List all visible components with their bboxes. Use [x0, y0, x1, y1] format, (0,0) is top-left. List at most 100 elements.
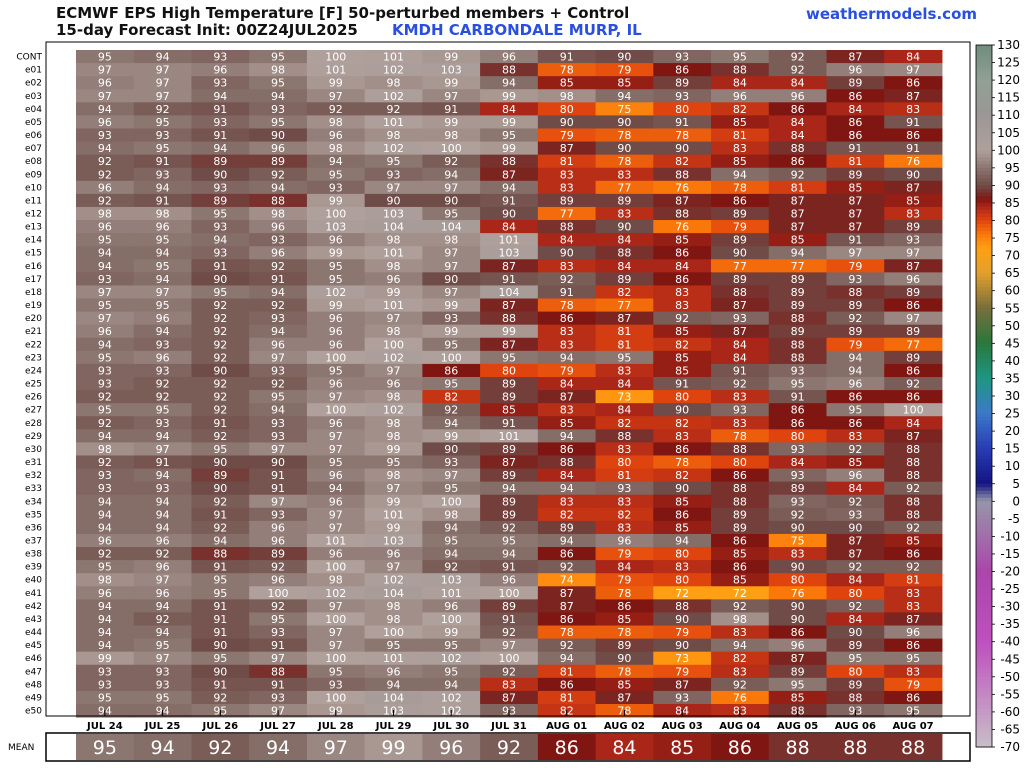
heatmap-cell — [595, 115, 654, 129]
cell-value: 72 — [675, 587, 689, 600]
colorbar-segment — [976, 238, 992, 243]
colorbar-label: 35 — [1005, 371, 1020, 385]
mean-cell — [76, 734, 135, 760]
heatmap-cell — [826, 102, 885, 116]
colorbar-segment — [976, 143, 992, 148]
cell-value: 80 — [675, 548, 689, 561]
colorbar-segment — [976, 711, 992, 717]
colorbar-segment — [976, 136, 992, 141]
heatmap-cell — [364, 690, 423, 705]
site-link[interactable]: weathermodels.com — [805, 5, 977, 23]
heatmap-cell — [480, 246, 539, 260]
cell-value: 83 — [617, 521, 631, 534]
cell-value: 103 — [383, 208, 404, 221]
heatmap-cell — [884, 193, 943, 208]
heatmap-cell — [133, 167, 192, 182]
member-label: e35 — [25, 510, 42, 520]
heatmap-cell — [191, 377, 250, 391]
cell-value: 84 — [906, 51, 920, 64]
heatmap-cell — [826, 573, 885, 587]
member-label: e27 — [25, 406, 42, 416]
colorbar-label: -5 — [1008, 512, 1020, 526]
cell-value: 95 — [98, 561, 112, 574]
colorbar-segment — [976, 294, 992, 299]
cell-value: 83 — [906, 587, 920, 600]
heatmap-cell — [768, 128, 827, 143]
cell-value: 87 — [733, 325, 747, 338]
colorbar-segment — [976, 476, 992, 481]
heatmap-cell — [306, 403, 366, 417]
colorbar-segment — [976, 59, 992, 64]
heatmap-cell — [76, 429, 135, 443]
cell-value: 86 — [906, 548, 920, 561]
cell-value: 91 — [156, 194, 170, 207]
cell-value: 92 — [502, 521, 516, 534]
cell-value: 97 — [156, 77, 170, 90]
cell-value: 96 — [329, 338, 343, 351]
cell-value: 102 — [383, 574, 404, 587]
heatmap-cell — [884, 507, 943, 522]
cell-value: 80 — [560, 103, 574, 116]
cell-value: 87 — [906, 260, 920, 273]
cell-value: 94 — [560, 652, 574, 665]
heatmap-cell — [826, 547, 885, 561]
cell-value: 97 — [444, 286, 458, 299]
cell-value: 93 — [271, 626, 285, 639]
mean-cell — [537, 734, 597, 760]
heatmap-cell — [537, 272, 597, 286]
cell-value: 89 — [733, 273, 747, 286]
heatmap-cell — [711, 403, 770, 417]
cell-value: 94 — [502, 482, 516, 495]
heatmap-cell — [711, 154, 770, 169]
cell-value: 93 — [906, 234, 920, 247]
heatmap-cell — [826, 481, 885, 496]
heatmap-cell — [249, 76, 308, 90]
cell-value: 94 — [502, 548, 516, 561]
heatmap-cell — [133, 311, 192, 326]
heatmap-cell — [422, 350, 481, 365]
heatmap-cell — [364, 651, 423, 666]
heatmap-cell — [768, 193, 827, 208]
cell-value: 96 — [329, 378, 343, 391]
cell-value: 99 — [502, 116, 516, 129]
colorbar-segment — [976, 673, 992, 678]
colorbar-segment — [976, 122, 992, 127]
cell-value: 90 — [213, 639, 227, 652]
heatmap-cell — [76, 154, 135, 169]
cell-value: 85 — [733, 155, 747, 168]
colorbar-segment — [976, 224, 992, 229]
cell-value: 95 — [791, 678, 805, 691]
heatmap-cell — [422, 167, 481, 182]
cell-value: 91 — [271, 469, 285, 482]
heatmap-cell — [653, 363, 712, 378]
heatmap-cell — [480, 507, 539, 522]
cell-value: 94 — [156, 626, 170, 639]
cell-value: 96 — [329, 548, 343, 561]
heatmap-cell — [595, 63, 654, 77]
heatmap-cell — [364, 220, 423, 234]
cell-value: 89 — [213, 469, 227, 482]
colorbar-segment — [976, 620, 992, 625]
heatmap-cell — [249, 285, 308, 300]
cell-value: 88 — [848, 286, 862, 299]
heatmap-cell — [826, 429, 885, 443]
cell-value: 89 — [271, 548, 285, 561]
cell-value: 104 — [383, 587, 404, 600]
cell-value: 100 — [498, 587, 519, 600]
cell-value: 98 — [271, 208, 285, 221]
cell-value: 97 — [329, 508, 343, 521]
member-label: e43 — [25, 615, 42, 625]
cell-value: 82 — [444, 391, 458, 404]
heatmap-cell — [653, 612, 712, 627]
cell-value: 87 — [848, 208, 862, 221]
colorbar-segment — [976, 346, 992, 351]
heatmap-cell — [76, 324, 135, 339]
cell-value: 98 — [444, 508, 458, 521]
cell-value: 92 — [98, 168, 112, 181]
heatmap-cell — [884, 63, 943, 77]
heatmap-cell — [422, 416, 481, 430]
cell-value: 79 — [617, 548, 631, 561]
colorbar-segment — [976, 739, 992, 745]
colorbar-segment — [976, 45, 992, 50]
cell-value: 91 — [156, 155, 170, 168]
